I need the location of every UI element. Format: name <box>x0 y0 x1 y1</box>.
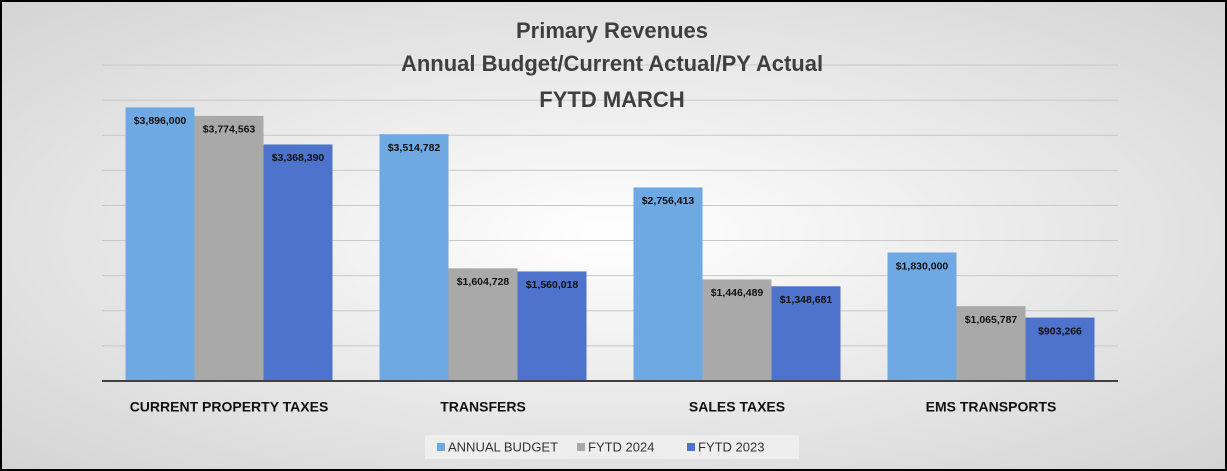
data-label: $903,266 <box>1038 325 1082 337</box>
bar <box>1025 317 1095 381</box>
data-label: $2,756,413 <box>642 195 695 207</box>
bar <box>887 252 957 381</box>
chart-title: Annual Budget/Current Actual/PY Actual <box>401 51 823 76</box>
bar <box>379 134 449 381</box>
data-label: $1,830,000 <box>896 260 949 272</box>
data-label: $1,348,681 <box>780 294 833 306</box>
x-tick-label: SALES TAXES <box>689 399 785 415</box>
bar <box>956 306 1026 381</box>
data-label: $1,560,018 <box>526 279 579 291</box>
legend-box <box>425 435 799 459</box>
data-label: $3,514,782 <box>388 142 441 154</box>
legend-swatch <box>437 443 445 451</box>
bar <box>771 286 841 381</box>
legend-label: FYTD 2024 <box>588 439 654 454</box>
bar <box>448 268 518 381</box>
legend-swatch <box>577 443 585 451</box>
bar <box>702 279 772 381</box>
x-tick-label: CURRENT PROPERTY TAXES <box>130 399 329 415</box>
data-label: $1,604,728 <box>457 276 510 288</box>
bar <box>263 144 333 381</box>
data-label: $3,774,563 <box>203 124 256 136</box>
bar <box>633 187 703 381</box>
bar <box>125 107 195 382</box>
legend-label: ANNUAL BUDGET <box>448 439 558 454</box>
x-tick-label: EMS TRANSPORTS <box>926 399 1057 415</box>
bar <box>194 115 264 381</box>
legend-swatch <box>687 443 695 451</box>
data-label: $3,368,390 <box>272 152 325 164</box>
bar <box>517 271 587 381</box>
data-label: $1,065,787 <box>965 314 1018 326</box>
data-label: $1,446,489 <box>711 287 764 299</box>
legend-label: FYTD 2023 <box>698 439 764 454</box>
x-tick-label: TRANSFERS <box>440 399 526 415</box>
chart-title: Primary Revenues <box>516 18 708 43</box>
data-label: $3,896,000 <box>134 115 187 127</box>
chart-title: FYTD MARCH <box>539 87 684 112</box>
